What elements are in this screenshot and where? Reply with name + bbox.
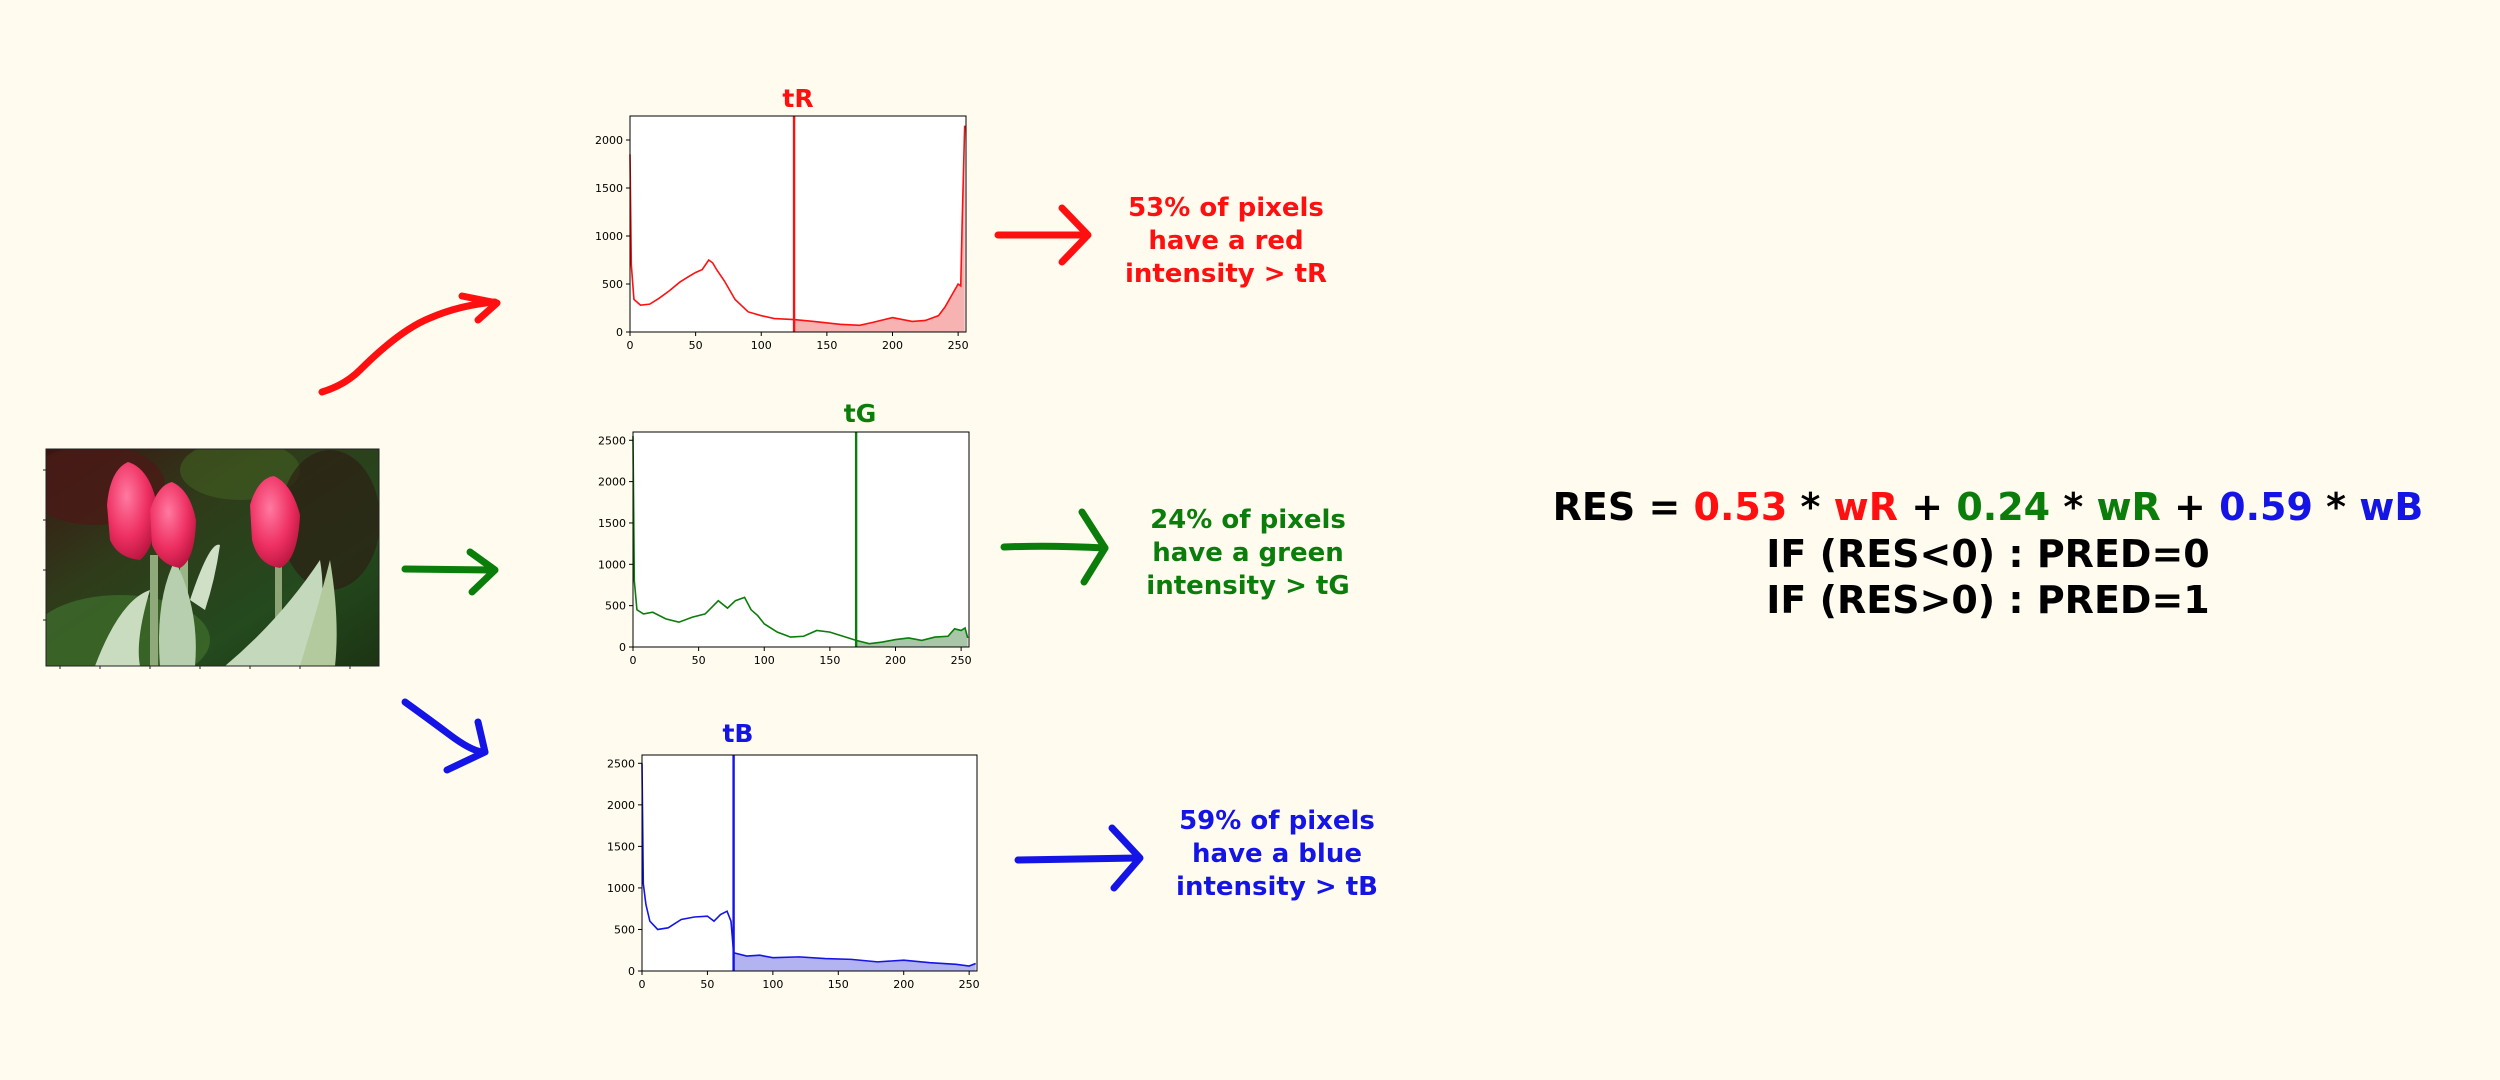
blue-description-line-2: have a blue bbox=[1192, 839, 1362, 869]
histogram-title: tB bbox=[722, 719, 753, 748]
formula-term: wR bbox=[1834, 485, 1898, 529]
red-result-arrow bbox=[994, 204, 1092, 266]
histogram-title: tR bbox=[782, 84, 813, 113]
y-tick-label: 1000 bbox=[598, 558, 626, 571]
formula-line-1: RES = 0.53 * wR + 0.24 * wR + 0.59 * wB bbox=[1553, 485, 2424, 529]
formula-line-3: IF (RES>0) : PRED=1 bbox=[1766, 578, 2209, 622]
green-arrow bbox=[401, 548, 499, 596]
histogram-line bbox=[641, 763, 976, 967]
x-tick-label: 250 bbox=[959, 978, 980, 991]
blue-histogram: 0 500 1000 1500 2000 2500 0 50 100 150 200 250 tB bbox=[607, 719, 980, 991]
formula: RES = 0.53 * wR + 0.24 * wR + 0.59 * wB … bbox=[1553, 485, 2424, 622]
formula-term: 0.59 bbox=[2219, 485, 2313, 529]
x-tick-label: 100 bbox=[762, 978, 783, 991]
green-description-line-3: intensity > tG bbox=[1146, 571, 1349, 601]
x-tick-label: 0 bbox=[639, 978, 646, 991]
blue-description-line-3: intensity > tB bbox=[1176, 872, 1378, 902]
y-tick-label: 2000 bbox=[607, 799, 635, 812]
x-tick-label: 200 bbox=[882, 339, 903, 352]
red-description-line-1: 53% of pixels bbox=[1128, 193, 1324, 223]
blue-description: 59% of pixels have a blue intensity > tB bbox=[1176, 806, 1378, 902]
formula-term: + bbox=[1898, 485, 1956, 529]
x-tick-label: 250 bbox=[951, 654, 972, 667]
formula-term: 0.53 bbox=[1694, 485, 1788, 529]
x-tick-label: 250 bbox=[948, 339, 969, 352]
plot-area bbox=[630, 116, 966, 332]
green-description: 24% of pixels have a green intensity > t… bbox=[1146, 505, 1349, 601]
green-histogram: 0 500 1000 1500 2000 2500 0 50 100 150 200 250 tG bbox=[598, 399, 972, 667]
formula-term: + bbox=[2161, 485, 2219, 529]
y-tick-label: 0 bbox=[619, 641, 626, 654]
y-tick-label: 1000 bbox=[595, 230, 623, 243]
green-description-line-1: 24% of pixels bbox=[1150, 505, 1346, 535]
green-result-arrow bbox=[1000, 508, 1109, 586]
formula-term: * bbox=[2313, 485, 2359, 529]
plot-frame bbox=[629, 115, 967, 333]
x-tick-label: 150 bbox=[828, 978, 849, 991]
formula-term: wR bbox=[2096, 485, 2160, 529]
x-tick-label: 50 bbox=[700, 978, 714, 991]
plot-area bbox=[642, 755, 977, 971]
y-tick-label: 1500 bbox=[595, 182, 623, 195]
red-histogram: 0 500 1000 1500 2000 0 50 100 150 200 250 tR bbox=[595, 84, 969, 352]
blue-curved-arrow bbox=[401, 698, 489, 774]
x-tick-label: 100 bbox=[754, 654, 775, 667]
histogram-line bbox=[632, 436, 969, 645]
blue-result-arrow bbox=[1014, 824, 1144, 892]
histogram-line bbox=[629, 125, 966, 327]
x-tick-label: 200 bbox=[893, 978, 914, 991]
tulip-photo bbox=[43, 448, 380, 669]
y-tick-label: 2500 bbox=[607, 757, 635, 770]
x-tick-label: 50 bbox=[692, 654, 706, 667]
formula-line-2: IF (RES<0) : PRED=0 bbox=[1766, 532, 2209, 576]
blue-description-line-1: 59% of pixels bbox=[1179, 806, 1375, 836]
plot-frame bbox=[632, 431, 970, 648]
formula-term: * bbox=[1787, 485, 1833, 529]
y-tick-label: 500 bbox=[605, 600, 626, 613]
x-tick-label: 50 bbox=[689, 339, 703, 352]
x-tick-label: 0 bbox=[630, 654, 637, 667]
x-tick-label: 150 bbox=[819, 654, 840, 667]
formula-term: * bbox=[2050, 485, 2096, 529]
y-tick-label: 1000 bbox=[607, 882, 635, 895]
y-tick-label: 500 bbox=[602, 278, 623, 291]
y-tick-label: 0 bbox=[628, 965, 635, 978]
red-curved-arrow bbox=[318, 292, 501, 396]
x-tick-label: 200 bbox=[885, 654, 906, 667]
red-description: 53% of pixels have a red intensity > tR bbox=[1125, 193, 1327, 289]
plot-area bbox=[633, 432, 969, 647]
green-description-line-2: have a green bbox=[1152, 538, 1344, 568]
area-above-threshold bbox=[794, 125, 965, 332]
x-tick-label: 150 bbox=[816, 339, 837, 352]
x-tick-label: 0 bbox=[627, 339, 634, 352]
y-tick-label: 2000 bbox=[595, 134, 623, 147]
x-tick-label: 100 bbox=[751, 339, 772, 352]
y-tick-label: 1500 bbox=[598, 517, 626, 530]
y-tick-label: 500 bbox=[614, 923, 635, 936]
histogram-title: tG bbox=[844, 399, 876, 428]
y-tick-label: 0 bbox=[616, 326, 623, 339]
y-tick-label: 2500 bbox=[598, 434, 626, 447]
formula-term: wB bbox=[2359, 485, 2423, 529]
formula-term: RES = bbox=[1553, 485, 1694, 529]
formula-term: 0.24 bbox=[1956, 485, 2050, 529]
y-tick-label: 2000 bbox=[598, 476, 626, 489]
y-tick-label: 1500 bbox=[607, 840, 635, 853]
red-description-line-3: intensity > tR bbox=[1125, 259, 1327, 289]
red-description-line-2: have a red bbox=[1148, 226, 1303, 256]
plot-frame bbox=[641, 754, 978, 972]
